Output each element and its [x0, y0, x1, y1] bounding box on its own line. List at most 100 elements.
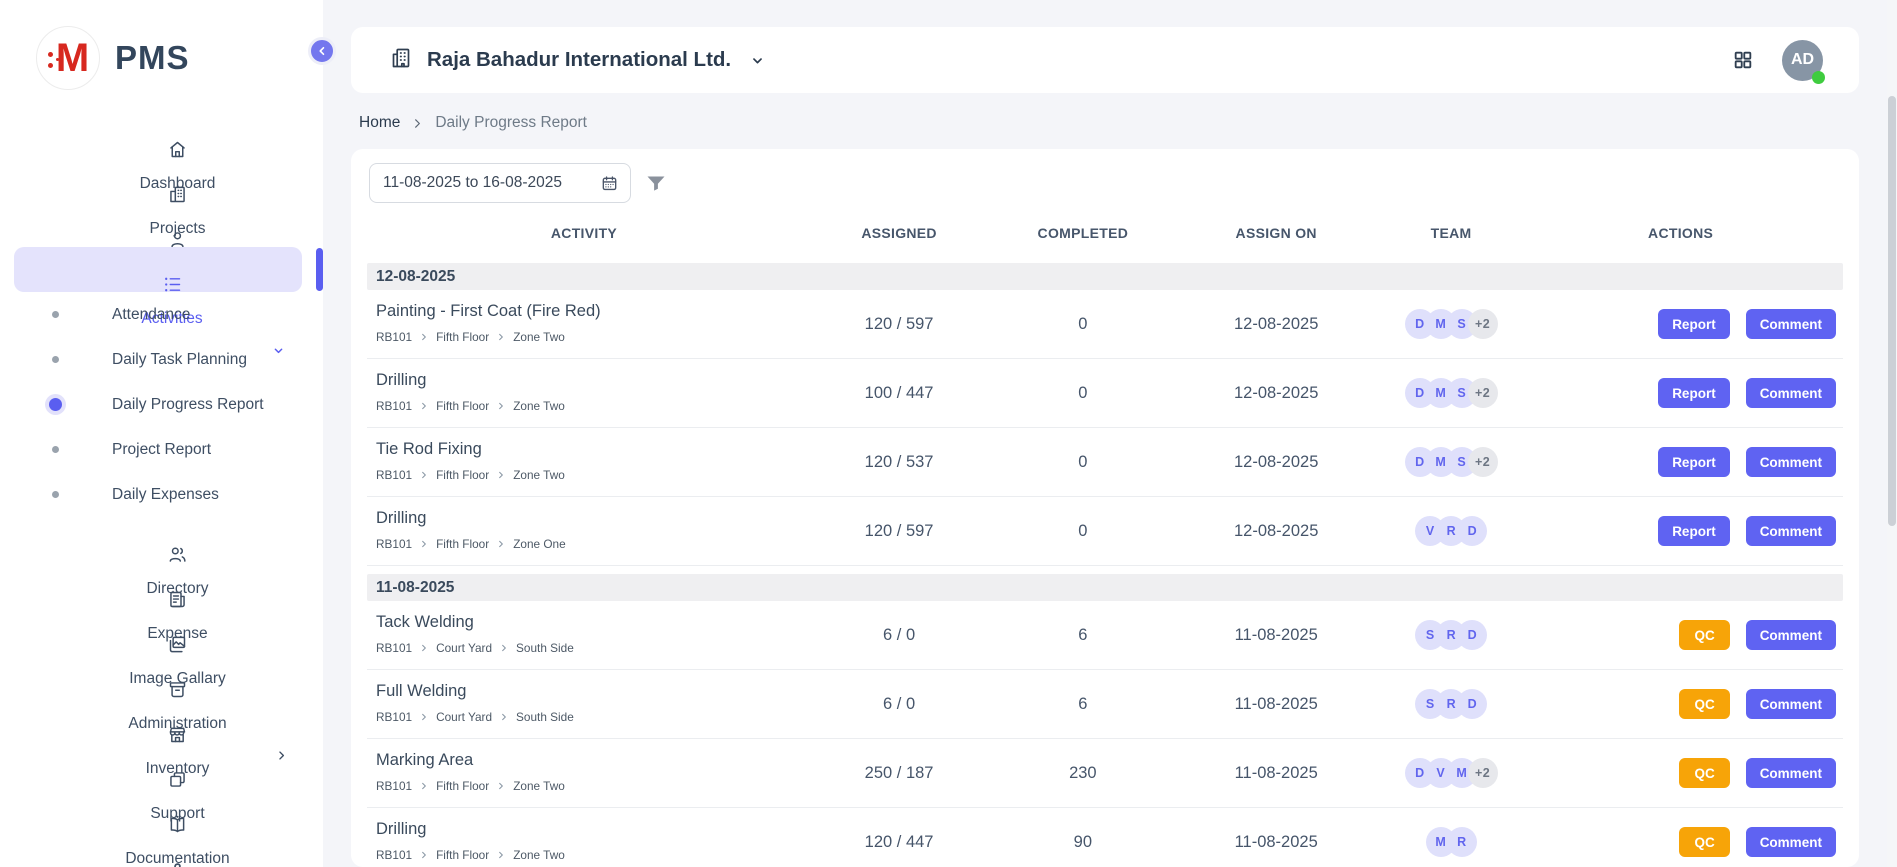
path-segment: Zone Two — [513, 848, 565, 862]
path-segment: Fifth Floor — [436, 468, 489, 482]
sidebar-item-label: Project Report — [112, 441, 211, 459]
qc-button[interactable]: QC — [1679, 689, 1729, 719]
chevron-left-icon — [315, 44, 329, 58]
path-segment: Fifth Floor — [436, 537, 489, 551]
activity-title: Tie Rod Fixing — [376, 440, 801, 459]
sidebar-item-support[interactable]: Support — [0, 742, 313, 787]
table-row: Drilling RB101Fifth FloorZone One 120 / … — [367, 497, 1843, 566]
sidebar-item-documentation[interactable]: Documentation — [0, 787, 313, 832]
sidebar-item-daily-expenses[interactable]: Daily Expenses — [0, 472, 323, 517]
assign-on-value: 12-08-2025 — [1168, 315, 1383, 334]
comment-button[interactable]: Comment — [1746, 309, 1836, 339]
sidebar-item-project-report[interactable]: Project Report — [0, 427, 323, 472]
sidebar-item-daily-progress-report[interactable]: Daily Progress Report — [0, 382, 323, 427]
company-selector[interactable]: Raja Bahadur International Ltd. — [389, 46, 766, 75]
sidebar-item-projects[interactable]: Projects — [0, 157, 313, 202]
qc-button[interactable]: QC — [1679, 620, 1729, 650]
assigned-value: 120 / 597 — [801, 315, 997, 334]
sidebar-item-directory[interactable]: Directory — [0, 517, 313, 562]
comment-button[interactable]: Comment — [1746, 378, 1836, 408]
filter-row — [367, 163, 1843, 203]
app-logo[interactable]: M PMS — [0, 0, 323, 106]
report-button[interactable]: Report — [1658, 309, 1730, 339]
avatar-initials: AD — [1791, 51, 1814, 69]
report-button[interactable]: Report — [1658, 378, 1730, 408]
activity-title: Full Welding — [376, 682, 801, 701]
user-avatar[interactable]: AD — [1782, 40, 1823, 81]
chevron-right-icon — [497, 333, 505, 341]
activity-title: Drilling — [376, 371, 801, 390]
team-extra-count[interactable]: +2 — [1468, 447, 1498, 477]
activity-path: RB101Fifth FloorZone Two — [376, 330, 801, 344]
team-extra-count[interactable]: +2 — [1468, 758, 1498, 788]
team-member-avatar[interactable]: D — [1457, 516, 1487, 546]
comment-button[interactable]: Comment — [1746, 620, 1836, 650]
sidebar-item-attendance[interactable]: Attendance — [0, 292, 323, 337]
path-segment: Fifth Floor — [436, 779, 489, 793]
apps-grid-icon[interactable] — [1732, 49, 1754, 71]
breadcrumb-home[interactable]: Home — [359, 114, 400, 132]
sidebar-item-activities[interactable]: Activities — [14, 247, 302, 292]
qc-button[interactable]: QC — [1679, 758, 1729, 788]
activity-path: RB101Court YardSouth Side — [376, 710, 801, 724]
assign-on-value: 11-08-2025 — [1168, 764, 1383, 783]
bullet-dot-icon — [52, 446, 59, 453]
row-actions: QC Comment — [1518, 827, 1843, 857]
row-actions: Report Comment — [1518, 309, 1843, 339]
completed-value: 0 — [997, 522, 1168, 541]
date-group-header: 11-08-2025 — [367, 574, 1843, 601]
chevron-right-icon — [497, 851, 505, 859]
table-row: Drilling RB101Fifth FloorZone Two 120 / … — [367, 808, 1843, 867]
path-segment: RB101 — [376, 468, 412, 482]
comment-button[interactable]: Comment — [1746, 758, 1836, 788]
scrollbar-thumb[interactable] — [1888, 96, 1896, 526]
team-member-avatar[interactable]: D — [1457, 620, 1487, 650]
progress-table: ACTIVITYASSIGNEDCOMPLETEDASSIGN ONTEAMAC… — [367, 211, 1843, 867]
chevron-right-icon — [497, 402, 505, 410]
comment-button[interactable]: Comment — [1746, 447, 1836, 477]
completed-value: 0 — [997, 384, 1168, 403]
team-member-avatar[interactable]: D — [1457, 689, 1487, 719]
bullet-dot-icon — [52, 311, 59, 318]
sidebar-item-expense[interactable]: Expense — [0, 562, 313, 607]
team-extra-count[interactable]: +2 — [1468, 309, 1498, 339]
sidebar-item-help-desk[interactable]: Help Desk — [0, 832, 313, 867]
path-segment: RB101 — [376, 641, 412, 655]
report-button[interactable]: Report — [1658, 447, 1730, 477]
date-range-picker[interactable] — [369, 163, 631, 203]
filter-funnel-icon[interactable] — [644, 171, 668, 195]
path-segment: South Side — [516, 641, 574, 655]
sidebar-item-employees[interactable]: Employees — [0, 202, 313, 247]
completed-value: 6 — [997, 695, 1168, 714]
table-row: Full Welding RB101Court YardSouth Side 6… — [367, 670, 1843, 739]
sidebar-item-image-gallary[interactable]: Image Gallary — [0, 607, 313, 652]
qc-button[interactable]: QC — [1679, 827, 1729, 857]
path-segment: Fifth Floor — [436, 848, 489, 862]
column-header-completed: COMPLETED — [997, 225, 1168, 241]
team-member-avatar[interactable]: R — [1447, 827, 1477, 857]
bullet-dot-icon — [52, 356, 59, 363]
sidebar-item-inventory[interactable]: Inventory — [0, 697, 313, 742]
report-button[interactable]: Report — [1658, 516, 1730, 546]
path-segment: South Side — [516, 710, 574, 724]
breadcrumb-current: Daily Progress Report — [435, 114, 587, 132]
comment-button[interactable]: Comment — [1746, 516, 1836, 546]
column-header-assigned: ASSIGNED — [801, 225, 997, 241]
comment-button[interactable]: Comment — [1746, 827, 1836, 857]
assign-on-value: 11-08-2025 — [1168, 833, 1383, 852]
completed-value: 6 — [997, 626, 1168, 645]
assigned-value: 100 / 447 — [801, 384, 997, 403]
table-row: Tack Welding RB101Court YardSouth Side 6… — [367, 601, 1843, 670]
column-header-assign-on: ASSIGN ON — [1168, 225, 1383, 241]
sidebar-item-administration[interactable]: Administration — [0, 652, 313, 697]
team-extra-count[interactable]: +2 — [1468, 378, 1498, 408]
sidebar-collapse-button[interactable] — [308, 37, 336, 65]
column-header-team: TEAM — [1384, 225, 1518, 241]
chevron-right-icon — [412, 118, 423, 129]
chevron-right-icon — [420, 333, 428, 341]
team-avatars: DMS+2 — [1405, 447, 1498, 477]
date-range-input[interactable] — [383, 174, 592, 192]
sidebar-item-dashboard[interactable]: Dashboard — [0, 112, 313, 157]
comment-button[interactable]: Comment — [1746, 689, 1836, 719]
sidebar-item-daily-task-planning[interactable]: Daily Task Planning — [0, 337, 323, 382]
